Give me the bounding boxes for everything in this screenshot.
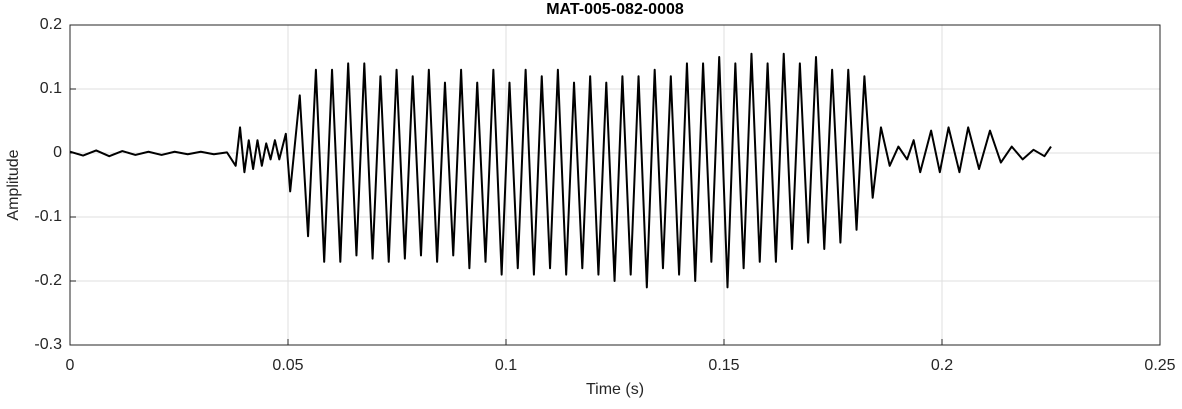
y-tick-label: 0.2 <box>40 16 62 33</box>
x-tick-label: 0.1 <box>495 357 517 374</box>
y-tick-label: 0 <box>53 144 62 161</box>
x-axis-label: Time (s) <box>586 381 644 398</box>
x-tick-label: 0.15 <box>708 357 739 374</box>
plot-area <box>70 25 1160 345</box>
chart-title: MAT-005-082-0008 <box>546 1 684 18</box>
y-tick-label: 0.1 <box>40 80 62 97</box>
x-tick-label: 0 <box>66 357 75 374</box>
x-tick-label: 0.2 <box>931 357 953 374</box>
plot-frame <box>69 24 1161 346</box>
y-axis-label: Amplitude <box>5 149 22 220</box>
waveform-line <box>69 52 1052 289</box>
x-tick-label: 0.25 <box>1144 357 1175 374</box>
y-tick-label: -0.3 <box>34 336 62 353</box>
y-tick-label: -0.2 <box>34 272 62 289</box>
x-tick-label: 0.05 <box>272 357 303 374</box>
y-tick-label: -0.1 <box>34 208 62 225</box>
